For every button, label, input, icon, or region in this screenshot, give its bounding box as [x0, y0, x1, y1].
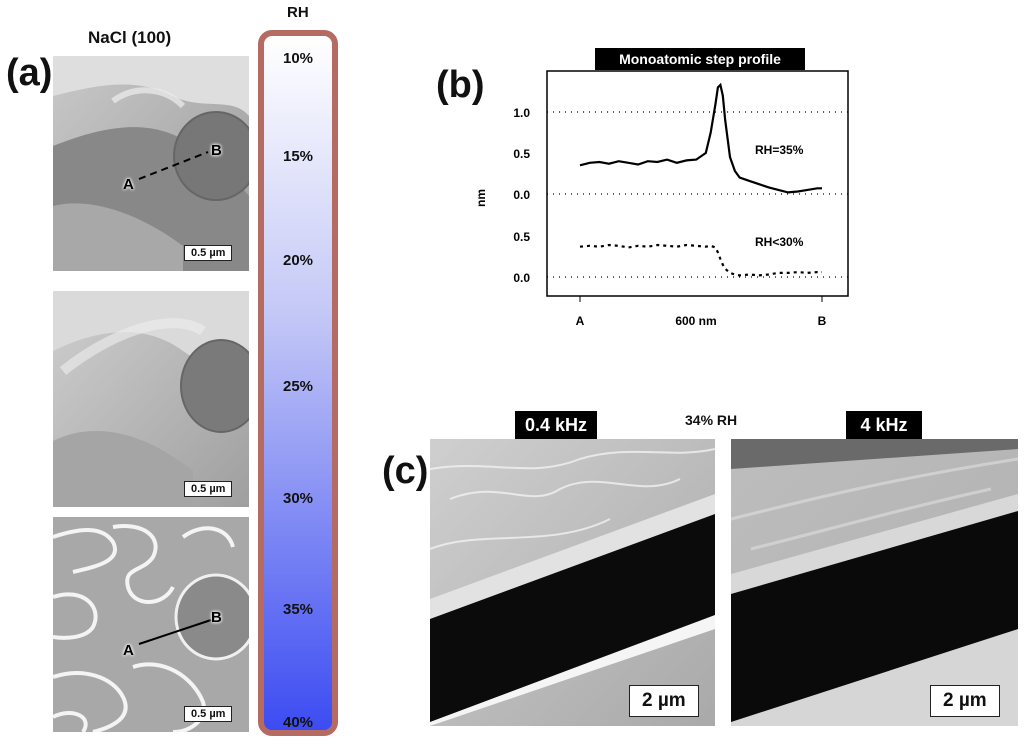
rh-tick-label: 10%: [282, 50, 314, 67]
kpfm-image-2: 2 µm: [730, 439, 1019, 726]
x-tick-label: B: [818, 314, 827, 328]
rh-title: RH: [287, 4, 309, 21]
scale-bar-label: 2 µm: [629, 685, 699, 717]
rh-tick-label: 40%: [282, 714, 314, 731]
frequency-label-1: 0.4 kHz: [515, 411, 597, 439]
rh-tick-label: 30%: [282, 490, 314, 507]
panel-b-letter: (b): [436, 64, 485, 106]
series-label-lower: RH<30%: [755, 235, 804, 249]
rh-tick-label: 15%: [282, 148, 314, 165]
panel-a-title: NaCl (100): [88, 28, 172, 47]
x-tick-label: A: [576, 314, 585, 328]
y-tick-label: 0.5: [513, 230, 530, 244]
panel-a-letter: (a): [6, 52, 53, 94]
point-b-label: B: [211, 142, 222, 159]
rh-tick-label: 35%: [282, 601, 314, 618]
afm-image-2: 0.5 µm: [53, 291, 262, 507]
panel-c-letter: (c): [382, 450, 429, 492]
y-tick-label: 0.0: [513, 188, 530, 202]
scale-bar-label: 0.5 µm: [184, 481, 233, 497]
series-label-upper: RH=35%: [755, 143, 804, 157]
frequency-label-2: 4 kHz: [846, 411, 922, 439]
point-a-label: A: [123, 176, 134, 193]
y-tick-label: 0.0: [513, 271, 530, 285]
profile-banner: Monoatomic step profile: [595, 48, 805, 70]
y-axis-label: nm: [474, 189, 488, 207]
afm-image-3: A B 0.5 µm: [52, 517, 258, 734]
series-line-rh30: [579, 243, 822, 277]
profile-chart: 0.0 0.5 1.0 0.0 0.5 nm A 600 nm B RH=35% RH<30%: [470, 70, 850, 335]
rh-tick-label: 20%: [282, 252, 314, 269]
point-a-label: A: [123, 642, 134, 659]
afm-image-1: A B 0.5 µm: [53, 56, 259, 271]
series-line-rh35: [579, 82, 822, 194]
y-tick-label: 1.0: [513, 106, 530, 120]
plot-frame: [546, 70, 849, 297]
rh-gradient-bar: [258, 30, 338, 736]
y-tick-label: 0.5: [513, 147, 530, 161]
point-b-label: B: [211, 609, 222, 626]
scale-bar-label: 0.5 µm: [184, 245, 233, 261]
condition-label: 34% RH: [685, 412, 738, 428]
scale-bar-label: 0.5 µm: [184, 706, 233, 722]
rh-tick-label: 25%: [282, 378, 314, 395]
kpfm-image-1: 2 µm: [429, 439, 716, 726]
x-tick-label: 600 nm: [675, 314, 716, 328]
scale-bar-label: 2 µm: [930, 685, 1000, 717]
